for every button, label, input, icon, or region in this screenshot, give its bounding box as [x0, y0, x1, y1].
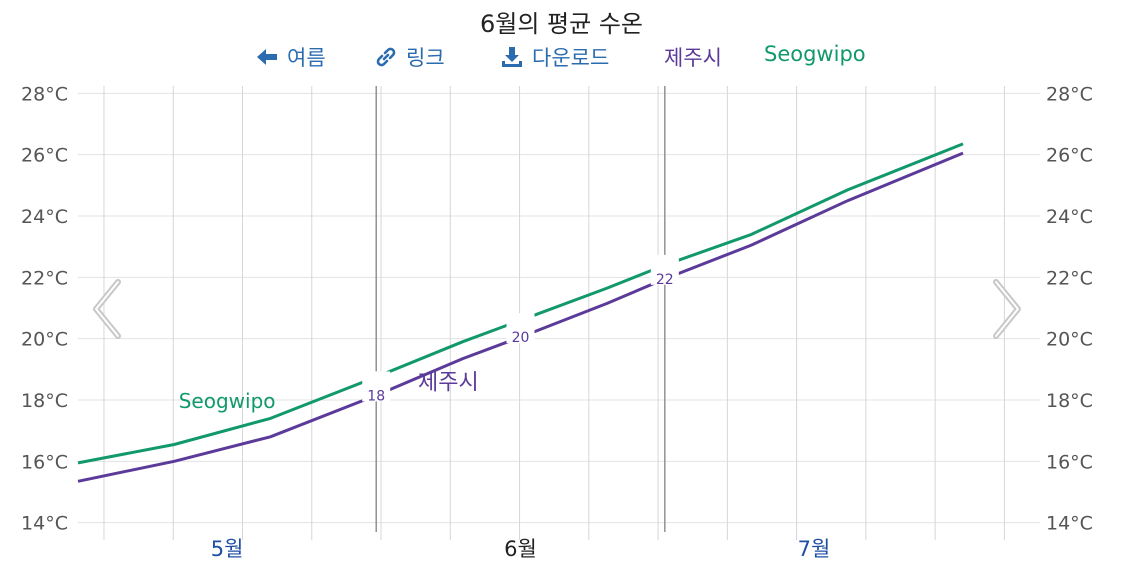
contour-label: 22 [656, 272, 674, 288]
y-tick-label-right: 14°C [1046, 513, 1093, 535]
back-label: 여름 [287, 46, 326, 70]
link-icon [376, 47, 396, 67]
y-axis-right: 14°C 16°C 18°C 20°C 22°C 24°C 26°C 28°C [1046, 83, 1093, 534]
vertical-grid [103, 86, 1005, 540]
inline-label-jeju: 제주시 [418, 371, 479, 396]
y-tick-label-right: 26°C [1046, 145, 1093, 167]
back-button[interactable]: 여름 [255, 42, 326, 72]
y-tick-label-left: 14°C [21, 513, 68, 535]
month-label: 5월 [211, 537, 244, 561]
y-tick-label-left: 24°C [21, 206, 68, 228]
chevron-left-icon [93, 279, 121, 339]
contour-label-bg [362, 371, 391, 402]
prev-month-button[interactable] [88, 276, 128, 342]
chart-title: 6월의 평균 수온 [479, 10, 643, 38]
arrow-left-icon [257, 49, 277, 65]
y-axis-left: 14°C 16°C 18°C 20°C 22°C 24°C 26°C 28°C [21, 83, 68, 534]
y-tick-label-right: 22°C [1046, 267, 1093, 289]
series-lines [77, 142, 964, 483]
chevron-right-icon [993, 279, 1021, 339]
horizontal-grid [78, 92, 1040, 524]
inline-label-seogwipo: Seogwipo [179, 389, 276, 413]
download-label: 다운로드 [532, 46, 610, 70]
y-tick-label-left: 20°C [21, 329, 68, 351]
month-label: 7월 [798, 537, 831, 561]
y-tick-label-right: 20°C [1046, 329, 1093, 351]
download-icon [502, 47, 522, 67]
y-tick-label-right: 24°C [1046, 206, 1093, 228]
month-label: 6월 [504, 537, 537, 561]
y-tick-label-left: 28°C [21, 83, 68, 105]
y-tick-label-right: 18°C [1046, 390, 1093, 412]
month-boundaries [375, 86, 666, 532]
y-tick-label-right: 16°C [1046, 451, 1093, 473]
y-tick-label-left: 18°C [21, 390, 68, 412]
contour-label: 18 [367, 388, 385, 404]
link-button[interactable]: 링크 [374, 42, 445, 72]
download-button[interactable]: 다운로드 [500, 42, 609, 72]
series-line-seogwipo [77, 142, 964, 465]
x-axis-months: 5월 6월 7월 [211, 537, 831, 561]
contour-label-bg [650, 254, 679, 285]
y-tick-label-right: 28°C [1046, 83, 1093, 105]
link-label: 링크 [406, 46, 445, 70]
inline-series-labels: Seogwipo 제주시 [179, 371, 479, 413]
y-tick-label-left: 16°C [21, 451, 68, 473]
contour-label-bg [506, 313, 535, 344]
toolbar: 여름 링크 다운로드 제주시 Seogwipo [0, 42, 1123, 72]
y-tick-label-left: 22°C [21, 267, 68, 289]
legend-jeju[interactable]: 제주시 [664, 46, 722, 70]
contour-labels: 18 20 22 [362, 254, 679, 404]
legend-seogwipo[interactable]: Seogwipo [764, 42, 866, 66]
y-tick-label-left: 26°C [21, 145, 68, 167]
contour-label: 20 [512, 330, 530, 346]
next-month-button[interactable] [986, 276, 1026, 342]
